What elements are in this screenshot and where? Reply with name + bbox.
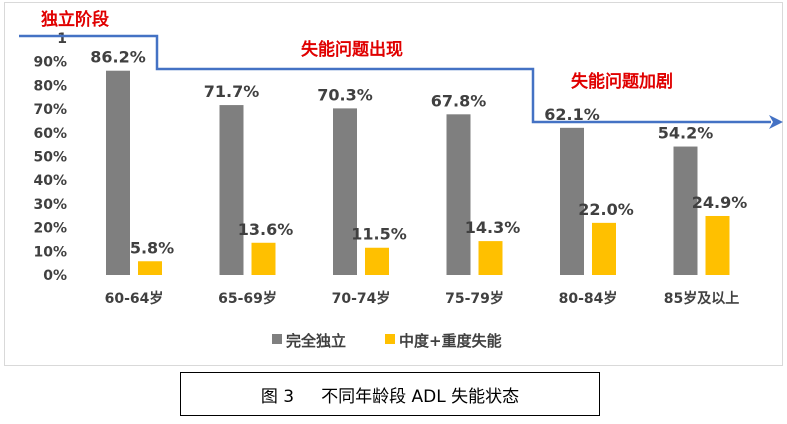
y-tick-label: 50% [33,150,67,166]
stage-label-onset: 失能问题出现 [301,39,403,60]
x-category-label: 85岁及以上 [664,290,739,307]
bar-disabled [365,247,389,275]
x-category-label: 80-84岁 [559,290,618,307]
bar-independent [333,108,357,275]
legend: 完全独立 中度+重度失能 [272,332,502,350]
x-category-label: 60-64岁 [105,290,164,307]
stage-label-independent: 独立阶段 [41,9,109,30]
bar-disabled [251,242,276,275]
y-tick-label: 40% [33,173,67,189]
stage-label-worsening: 失能问题加剧 [571,71,673,92]
y-tick-label: 1 [57,31,67,47]
bar-independent [446,114,471,276]
y-tick-label: 70% [33,102,67,118]
bar-independent [673,146,698,275]
figure-caption: 图 3 不同年龄段 ADL 失能状态 [180,372,600,416]
legend-label-independent: 完全独立 [286,332,346,350]
y-tick-label: 80% [33,78,67,94]
bar-independent [560,127,584,275]
data-label: 24.9% [692,193,748,212]
data-label: 5.8% [130,238,174,257]
y-tick-label: 0% [43,268,67,284]
x-category-label: 75-79岁 [445,290,504,307]
stage-arrow-head [769,115,783,129]
data-label: 67.8% [431,91,487,110]
y-tick-label: 30% [33,197,67,213]
x-category-label: 70-74岁 [332,290,391,307]
bar-disabled [592,222,616,275]
y-tick-label: 60% [33,126,67,142]
data-label: 71.7% [204,82,260,101]
y-tick-label: 10% [33,244,67,260]
y-tick-label: 20% [33,221,67,237]
data-label: 62.1% [544,105,600,124]
chart-svg: 0% 10% 20% 30% 40% 50% 60% 70% 80% 90% 1 86.2% 71.7… [19,9,783,350]
legend-swatch-disabled [385,334,395,344]
bar-disabled [478,241,503,275]
data-label: 14.3% [465,218,521,237]
data-label: 11.5% [351,225,407,244]
data-label: 54.2% [658,124,714,143]
bar-independent [219,105,244,275]
data-label: 22.0% [578,200,634,219]
x-category-label: 65-69岁 [218,290,277,307]
chart-frame: 0% 10% 20% 30% 40% 50% 60% 70% 80% 90% 1 86.2% 71.7… [4,2,783,366]
data-label: 86.2% [90,48,146,67]
data-label: 13.6% [238,220,294,239]
y-tick-label: 90% [33,55,67,71]
bar-disabled [138,261,162,275]
stage-arrow-line [19,34,771,124]
legend-label-disabled: 中度+重度失能 [399,332,502,350]
legend-swatch-independent [272,334,282,344]
bar-independent [106,70,130,276]
data-label: 70.3% [317,85,373,104]
bar-disabled [705,215,730,275]
